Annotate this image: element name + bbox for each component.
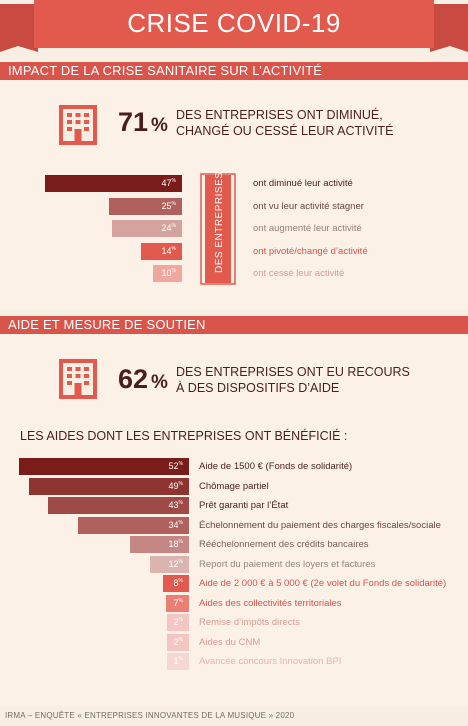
stat-text-activity: DES ENTREPRISES ONT DIMINUÉ, CHANGÉ OU C…: [176, 108, 394, 138]
bar-value-label: 43%: [168, 500, 183, 510]
section-aides-header: AIDE ET MESURE DE SOUTIEN: [0, 316, 468, 334]
bar: 7%: [166, 594, 189, 612]
bar: 10%: [152, 265, 182, 282]
bar-value-label: 2%: [173, 636, 183, 647]
bar-value-label: 1%: [173, 656, 183, 666]
bar-category-label: ont cessé leur activité: [253, 268, 345, 279]
bar-value-label: 49%: [168, 480, 183, 491]
bar: 43%: [48, 497, 189, 514]
bar-value-label: 10%: [161, 268, 176, 278]
bar-value-label: 24%: [161, 223, 176, 233]
bar: 24%: [111, 220, 182, 237]
bar: 34%: [77, 516, 189, 534]
bar: 12%: [149, 555, 189, 573]
bar: 18%: [130, 536, 189, 553]
bar: 8%: [162, 575, 189, 592]
bar: 1%: [167, 653, 189, 670]
section-impact-title: IMPACT DE LA CRISE SANITAIRE SUR L’ACTIV…: [8, 63, 323, 78]
bar-category-label: Rééchelonnement des crédits bancaires: [199, 539, 369, 550]
bar-value-label: 52%: [168, 461, 183, 471]
entreprises-vertical-label: DES ENTREPRISES: [200, 173, 236, 285]
building-icon: [59, 359, 97, 399]
bar: 2%: [167, 614, 189, 631]
bar-value-label: 12%: [168, 558, 183, 569]
header-banner: [0, 0, 468, 52]
bar-category-label: Prêt garanti par l’État: [199, 500, 289, 511]
bar-value-label: 18%: [168, 539, 183, 549]
stat-percent-aides: 62%: [118, 364, 168, 394]
source-footer: IRMA – ENQUÊTE « ENTREPRISES INNOVANTES …: [5, 711, 295, 720]
stat-text-aides: DES ENTREPRISES ONT EU RECOURS À DES DIS…: [176, 365, 410, 395]
bar-category-label: Report du paiement des loyers et facture…: [199, 558, 376, 570]
section-impact-header: IMPACT DE LA CRISE SANITAIRE SUR L’ACTIV…: [0, 62, 468, 80]
bar-category-label: Avancée concours Innovation BPI: [199, 656, 342, 667]
bar: 52%: [18, 458, 189, 475]
bar-category-label: ont vu leur activité stagner: [253, 200, 364, 212]
bar-value-label: 34%: [168, 519, 183, 530]
bar-category-label: Aide de 2 000 € à 5 000 € (2e volet du F…: [199, 578, 447, 589]
bar-category-label: ont pivoté/changé d’activité: [253, 245, 368, 257]
bar: 47%: [44, 175, 182, 192]
page-title: CRISE COVID-19: [127, 8, 341, 38]
bar-value-label: 25%: [161, 200, 176, 211]
bar: 14%: [141, 242, 182, 260]
svg-text:DES ENTREPRISES: DES ENTREPRISES: [214, 173, 225, 273]
bar-category-label: Chômage partiel: [199, 480, 269, 492]
bar-category-label: Aides du CNM: [199, 636, 261, 648]
bar-value-label: 7%: [173, 597, 183, 608]
bar-value-label: 2%: [173, 617, 183, 627]
bar: 25%: [109, 197, 182, 215]
bar-category-label: ont augmenté leur activité: [253, 223, 362, 234]
bar: 2%: [167, 633, 189, 651]
bar-category-label: Aides des collectivités territoriales: [199, 597, 342, 609]
section-aides-title: AIDE ET MESURE DE SOUTIEN: [8, 317, 206, 332]
building-icon: [59, 105, 97, 145]
bar-value-label: 14%: [161, 245, 176, 256]
stat-percent-activity: 71%: [118, 107, 168, 137]
bar: 49%: [28, 477, 189, 495]
bar-category-label: Remise d’impôts directs: [199, 617, 300, 628]
bar-value-label: 47%: [161, 178, 176, 188]
bar-category-label: ont diminué leur activité: [253, 178, 353, 189]
aides-heading: LES AIDES DONT LES ENTREPRISES ONT BÉNÉF…: [20, 429, 348, 443]
bar-category-label: Échelonnement du paiement des charges fi…: [199, 519, 441, 531]
bar-value-label: 8%: [173, 578, 183, 588]
bar-category-label: Aide de 1500 € (Fonds de solidarité): [199, 461, 353, 472]
